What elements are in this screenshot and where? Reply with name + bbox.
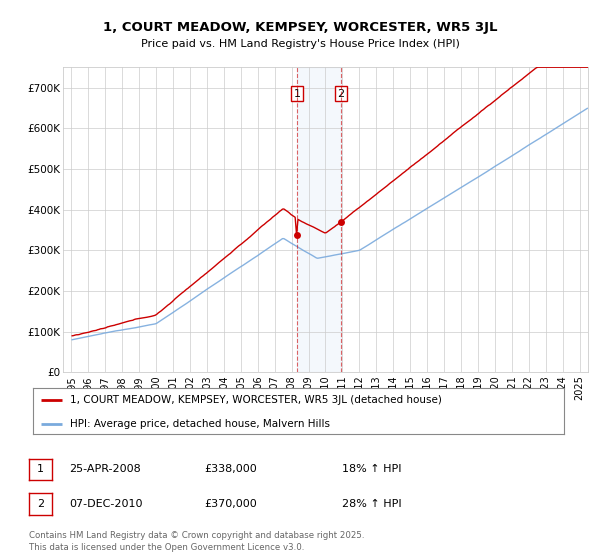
Text: 1: 1 [37, 464, 44, 474]
Text: 1, COURT MEADOW, KEMPSEY, WORCESTER, WR5 3JL (detached house): 1, COURT MEADOW, KEMPSEY, WORCESTER, WR5… [70, 395, 442, 405]
Text: HPI: Average price, detached house, Malvern Hills: HPI: Average price, detached house, Malv… [70, 419, 330, 429]
Text: Contains HM Land Registry data © Crown copyright and database right 2025.
This d: Contains HM Land Registry data © Crown c… [29, 531, 364, 552]
Text: 1, COURT MEADOW, KEMPSEY, WORCESTER, WR5 3JL: 1, COURT MEADOW, KEMPSEY, WORCESTER, WR5… [103, 21, 497, 34]
Text: Price paid vs. HM Land Registry's House Price Index (HPI): Price paid vs. HM Land Registry's House … [140, 39, 460, 49]
Text: 2: 2 [37, 499, 44, 509]
Text: 2: 2 [338, 88, 344, 99]
Text: £338,000: £338,000 [204, 464, 257, 474]
Text: £370,000: £370,000 [204, 499, 257, 509]
Text: 18% ↑ HPI: 18% ↑ HPI [342, 464, 401, 474]
Bar [297, 67, 341, 372]
Text: 07-DEC-2010: 07-DEC-2010 [69, 499, 143, 509]
Text: 28% ↑ HPI: 28% ↑ HPI [342, 499, 401, 509]
Text: 25-APR-2008: 25-APR-2008 [69, 464, 141, 474]
Text: 1: 1 [293, 88, 301, 99]
